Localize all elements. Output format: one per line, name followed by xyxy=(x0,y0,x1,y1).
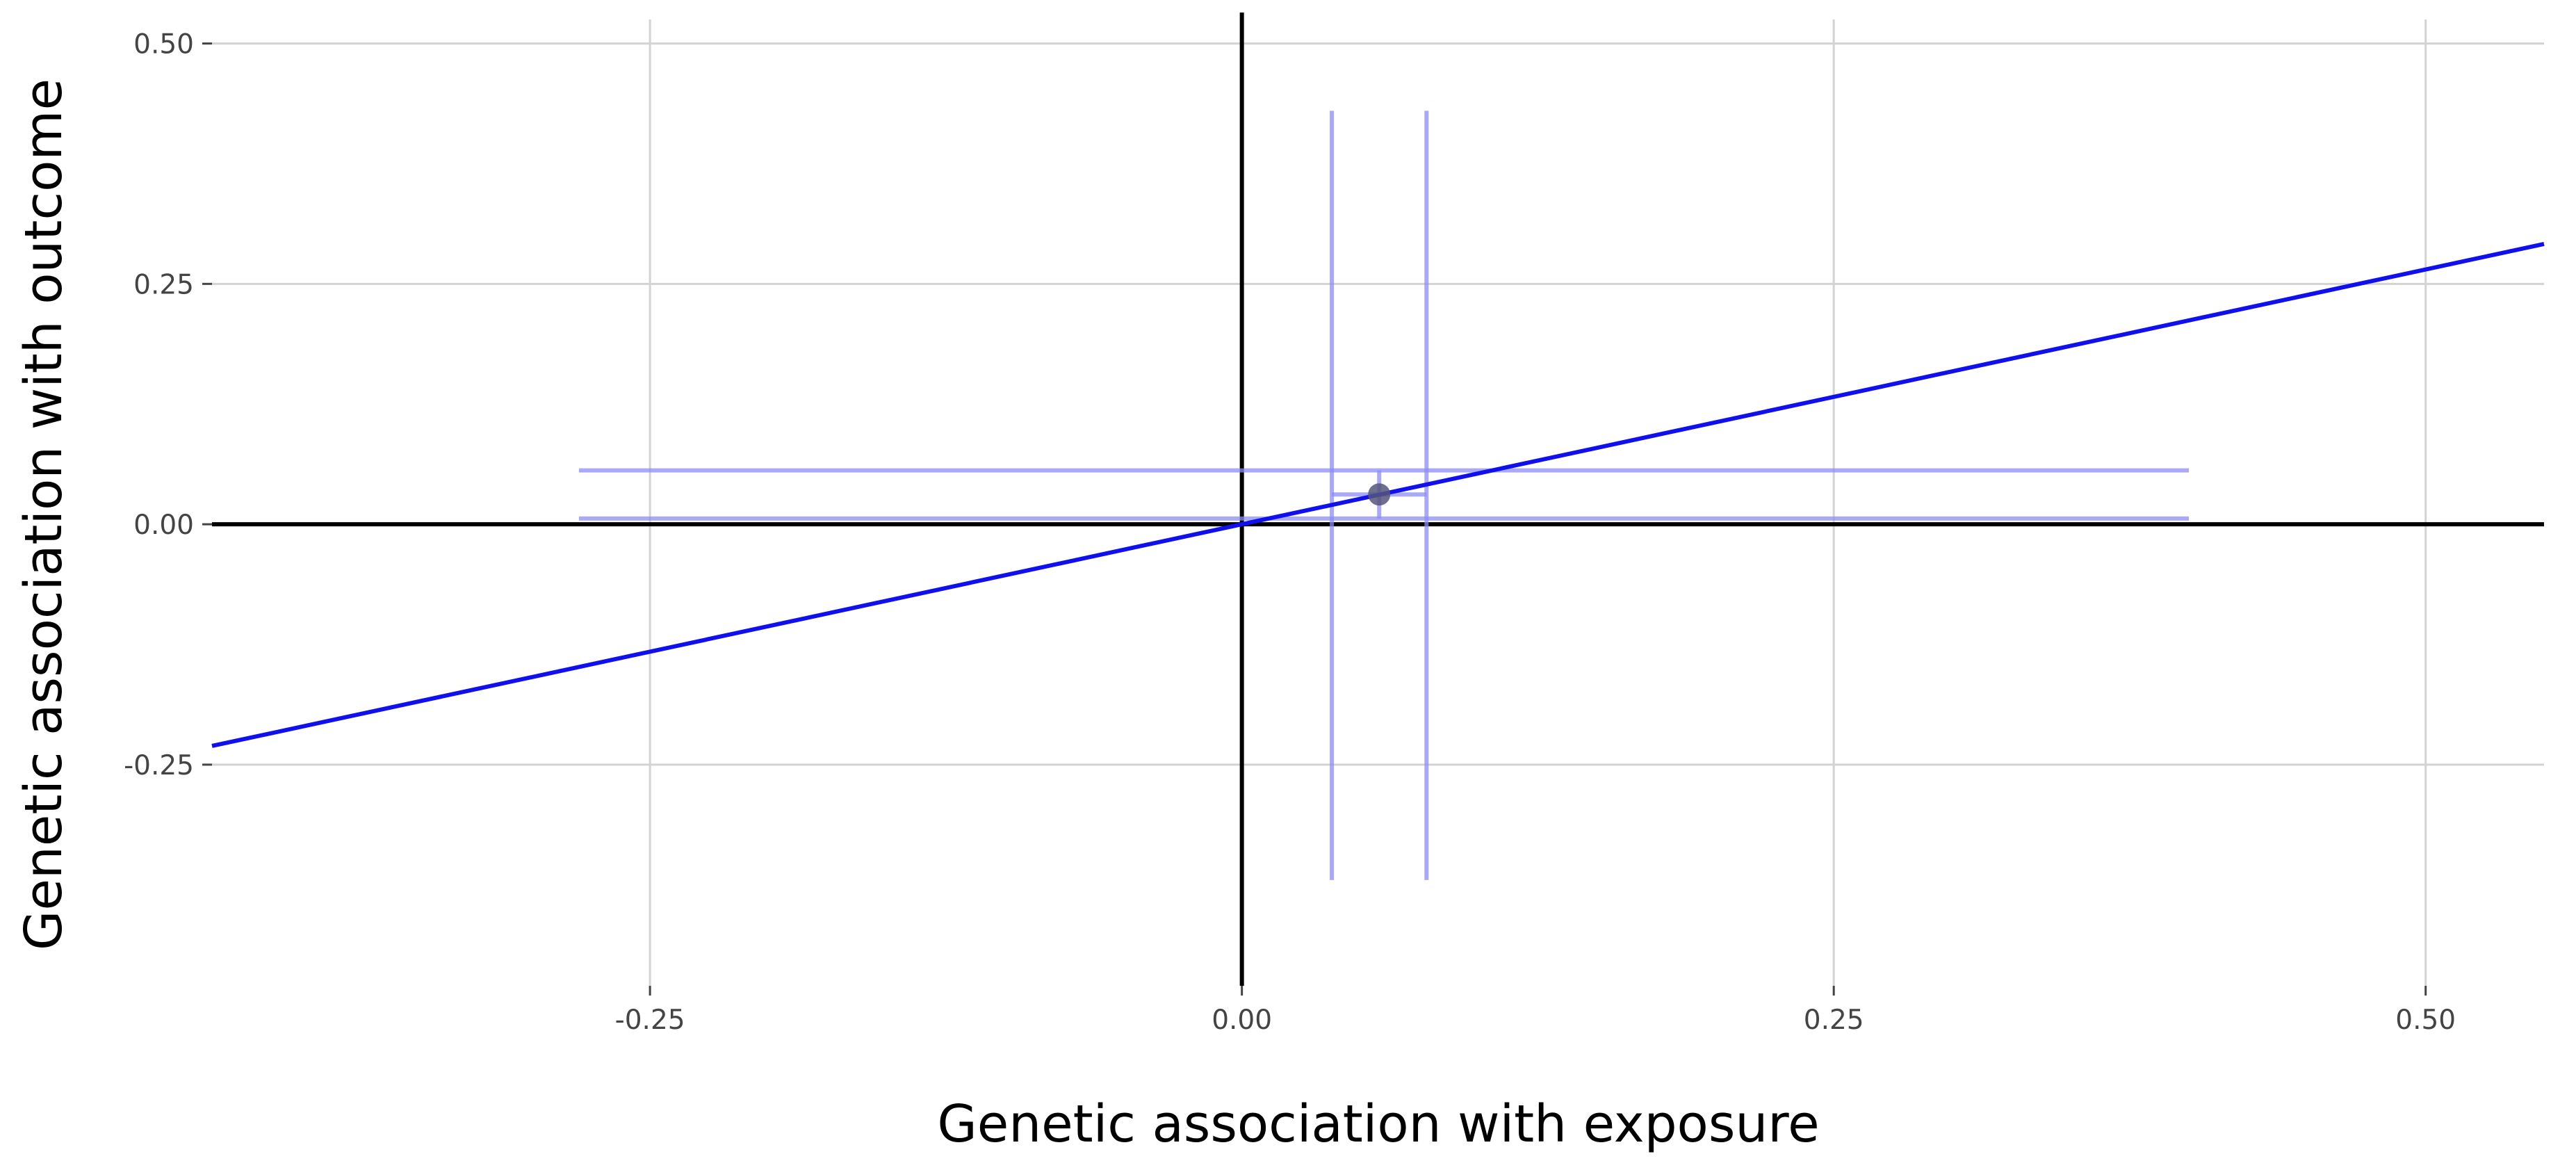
x-axis-title: Genetic association with exposure xyxy=(937,1094,1819,1154)
zero-axis-lines xyxy=(212,13,2544,986)
grid-lines xyxy=(202,19,2544,996)
y-tick-label: 0.25 xyxy=(133,269,194,300)
x-tick-label: 0.00 xyxy=(1212,1005,1272,1036)
x-tick-label: -0.25 xyxy=(615,1005,685,1036)
error-bars xyxy=(578,111,2190,880)
x-tick-label: 0.25 xyxy=(1804,1005,1864,1036)
tick-labels: -0.25 0.00 0.25 0.50 -0.25 0.00 0.25 0.50 xyxy=(124,29,2456,1036)
data-points xyxy=(1368,483,1391,506)
y-axis-title: Genetic association with outcome xyxy=(14,79,74,950)
y-tick-label: 0.50 xyxy=(133,29,194,60)
y-tick-label: -0.25 xyxy=(124,750,194,781)
x-tick-label: 0.50 xyxy=(2395,1005,2456,1036)
y-tick-label: 0.00 xyxy=(133,510,194,541)
data-point xyxy=(1368,483,1391,506)
